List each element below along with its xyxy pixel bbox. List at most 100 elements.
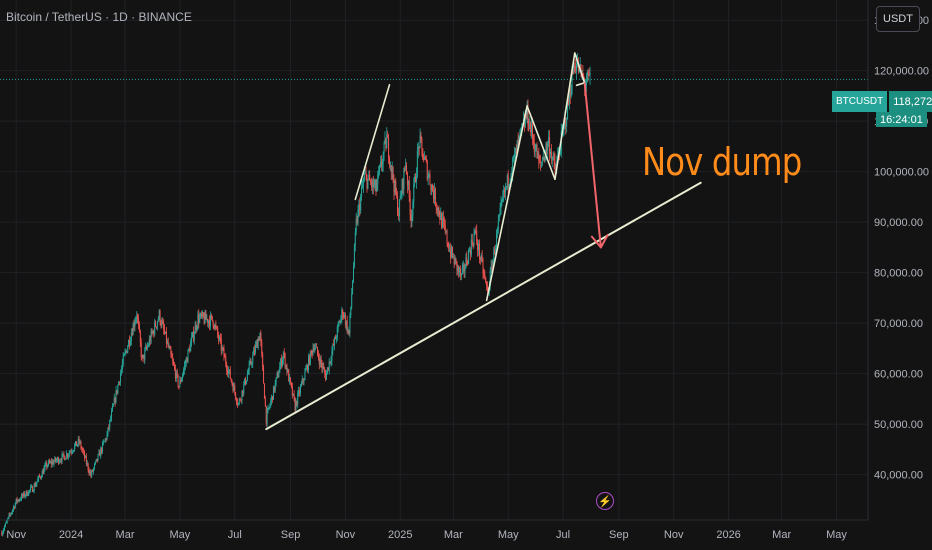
candle-body xyxy=(124,351,126,355)
candle-body xyxy=(531,124,533,138)
candle-body xyxy=(432,185,434,192)
candle-body xyxy=(406,173,408,186)
candle-body xyxy=(332,344,334,352)
candle-body xyxy=(64,456,66,461)
candle-body xyxy=(301,378,303,384)
candle-body xyxy=(32,491,34,492)
candle-body xyxy=(156,321,158,327)
candle-body xyxy=(546,144,548,151)
time-axis[interactable]: Nov 2024 Mar May Jul Sep Nov 2025 Mar May Jul Sep No… xyxy=(6,529,847,541)
candle-body xyxy=(211,315,213,321)
candle-body xyxy=(440,213,442,220)
arrow-shaft[interactable] xyxy=(583,82,602,249)
candle-body xyxy=(500,202,502,208)
candle-body xyxy=(345,320,347,326)
candle-body xyxy=(149,339,151,343)
candle-body xyxy=(539,160,541,162)
candle-body xyxy=(215,324,217,327)
rally-line-1[interactable] xyxy=(485,105,528,302)
candle-body xyxy=(50,461,52,465)
candle-body xyxy=(323,366,325,370)
candle-body xyxy=(42,470,44,474)
candle-body xyxy=(16,498,18,502)
candle-body xyxy=(396,193,398,196)
time-tick-label: Jul xyxy=(228,529,242,541)
candle-body xyxy=(554,161,556,171)
candle-body xyxy=(508,184,510,188)
top-flag-line[interactable] xyxy=(575,81,586,87)
candle-body xyxy=(220,338,222,351)
candle-body xyxy=(214,324,216,329)
candle-body xyxy=(295,401,297,411)
candle-body xyxy=(270,400,272,406)
candle-body xyxy=(247,371,249,375)
candle-body xyxy=(579,64,581,66)
candle-body xyxy=(320,358,322,364)
candle-body xyxy=(458,266,460,273)
candle-body xyxy=(550,151,552,161)
time-tick-label: Nov xyxy=(336,529,356,541)
candle-body xyxy=(136,316,138,319)
candle-body xyxy=(573,66,575,74)
candle-body xyxy=(442,217,444,228)
candle-body xyxy=(91,470,93,476)
support-trendline[interactable] xyxy=(265,181,702,431)
candle-body xyxy=(90,471,92,476)
candle-body xyxy=(388,137,390,159)
candle-body xyxy=(572,70,574,74)
currency-button[interactable]: USDT xyxy=(876,6,920,32)
arrow-head[interactable] xyxy=(590,234,609,249)
candle-body xyxy=(429,174,431,185)
candle-body xyxy=(368,174,370,179)
candle-body xyxy=(312,348,314,355)
candle-body xyxy=(418,146,420,148)
candle-body xyxy=(51,461,53,465)
lightning-icon[interactable]: ⚡ xyxy=(596,492,614,510)
candle-body xyxy=(255,341,257,346)
candle-body xyxy=(191,336,193,343)
candle-body xyxy=(82,449,84,451)
candle-body xyxy=(364,173,366,174)
trend-drawings[interactable] xyxy=(265,52,702,431)
candle-body xyxy=(491,265,493,272)
candle-body xyxy=(185,358,187,364)
annotation-text[interactable]: Nov dump xyxy=(642,140,802,184)
candle-body xyxy=(95,458,97,462)
candle-body xyxy=(415,176,417,182)
dump-arrow[interactable] xyxy=(583,82,609,249)
candle-body xyxy=(75,441,77,447)
top-line[interactable] xyxy=(573,52,586,85)
candle-body xyxy=(349,315,351,334)
candle-body xyxy=(228,369,230,371)
candle-body xyxy=(341,310,343,318)
candle-body xyxy=(494,249,496,255)
candle-body xyxy=(226,364,228,371)
candle-body xyxy=(287,370,289,373)
candle-body xyxy=(540,161,542,163)
candle-body xyxy=(308,356,310,371)
candle-body xyxy=(315,346,317,349)
candle-body xyxy=(129,340,131,345)
candle-body xyxy=(245,380,247,384)
time-tick-label: 2025 xyxy=(388,529,412,541)
candle-body xyxy=(116,390,118,393)
candle-body xyxy=(298,390,300,394)
candle-body xyxy=(417,146,419,152)
candle-body xyxy=(193,333,195,340)
candle-body xyxy=(474,230,476,234)
pullback-line[interactable] xyxy=(526,105,556,181)
candle-body xyxy=(172,358,174,362)
candle-body xyxy=(482,260,484,274)
rally-line-2[interactable] xyxy=(554,52,576,181)
candle-body xyxy=(93,468,95,472)
candle-body xyxy=(552,155,554,159)
candle-body xyxy=(192,331,194,340)
candle-body xyxy=(499,207,501,215)
candle-body xyxy=(359,203,361,211)
resistance-line-2024[interactable] xyxy=(354,84,391,201)
candle-body xyxy=(142,354,144,358)
candle-body xyxy=(330,360,332,363)
candle-body xyxy=(164,329,166,334)
symbol-title[interactable]: Bitcoin / TetherUS · 1D · BINANCE xyxy=(6,10,192,24)
